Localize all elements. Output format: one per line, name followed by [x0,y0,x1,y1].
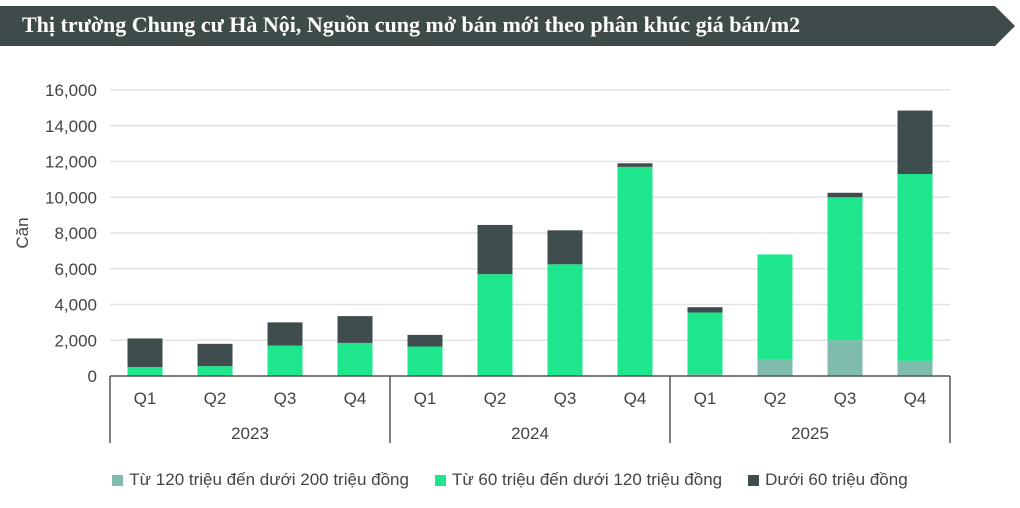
bar-segment [407,334,443,347]
bar-segment [477,224,513,275]
bar-segment [617,163,653,167]
bar-segment [547,230,583,265]
bar-segment [757,254,793,360]
legend-swatch [434,474,446,486]
chart-title: Thị trường Chung cư Hà Nội, Nguồn cung m… [22,12,801,37]
bar-segment [827,340,863,376]
bar-segment [827,197,863,341]
y-tick-label: 2,000 [54,331,97,350]
x-tick-label: Q3 [274,389,297,408]
group-label: 2025 [791,424,829,443]
y-tick-label: 14,000 [45,117,97,136]
bar-segment [687,312,723,375]
y-tick-label: 12,000 [45,153,97,172]
x-tick-label: Q1 [414,389,437,408]
bar-segment [337,342,373,376]
legend-item: Từ 120 triệu đến dưới 200 triệu đồng [112,470,409,490]
bar-segment [827,192,863,198]
y-axis-label: Căn [13,217,32,248]
y-tick-label: 4,000 [54,296,97,315]
legend: Từ 120 triệu đến dưới 200 triệu đồng Từ 6… [0,470,1020,490]
y-tick-label: 16,000 [45,81,97,100]
group-label: 2024 [511,424,549,443]
bar-segment [897,360,933,376]
x-tick-label: Q4 [624,389,647,408]
bar-segment [197,343,233,367]
y-tick-label: 0 [88,367,97,386]
bar-segment [337,316,373,343]
chart-plot: 0 2,000 4,000 6,000 8,000 10,000 12,000 14,000 1… [13,81,951,443]
x-tick-label: Q1 [694,389,717,408]
x-tick-label: Q4 [344,389,367,408]
bar-segment [687,307,723,313]
bar-segment [477,274,513,376]
bar-segment [267,345,303,376]
y-tick-label: 10,000 [45,188,97,207]
x-tick-label: Q3 [834,389,857,408]
legend-item: Dưới 60 triệu đồng [748,470,908,490]
x-tick-label: Q3 [554,389,577,408]
bar-segment [197,366,233,376]
x-tick-label: Q4 [904,389,927,408]
x-tick-label: Q2 [764,389,787,408]
bar-segment [127,338,163,368]
bar-segment [267,322,303,346]
bar-segment [547,264,583,376]
x-tick-label: Q1 [134,389,157,408]
title-banner [0,6,1015,46]
bar-segment [407,346,443,376]
legend-swatch [748,474,760,486]
bar-segment [757,359,793,376]
bar-segment [897,110,933,175]
bar-segment [897,174,933,361]
bar-segment [127,367,163,376]
legend-item: Từ 60 triệu đến dưới 120 triệu đồng [434,470,723,490]
legend-label: Từ 60 triệu đến dưới 120 triệu đồng [451,470,723,489]
x-tick-label: Q2 [204,389,227,408]
y-tick-label: 8,000 [54,224,97,243]
x-tick-label: Q2 [484,389,507,408]
group-label: 2023 [231,424,269,443]
y-tick-label: 6,000 [54,260,97,279]
bar-segment [617,166,653,376]
legend-label: Từ 120 triệu đến dưới 200 triệu đồng [129,470,409,489]
legend-swatch [112,474,124,486]
bar-segment [687,374,723,376]
legend-label: Dưới 60 triệu đồng [765,470,908,489]
